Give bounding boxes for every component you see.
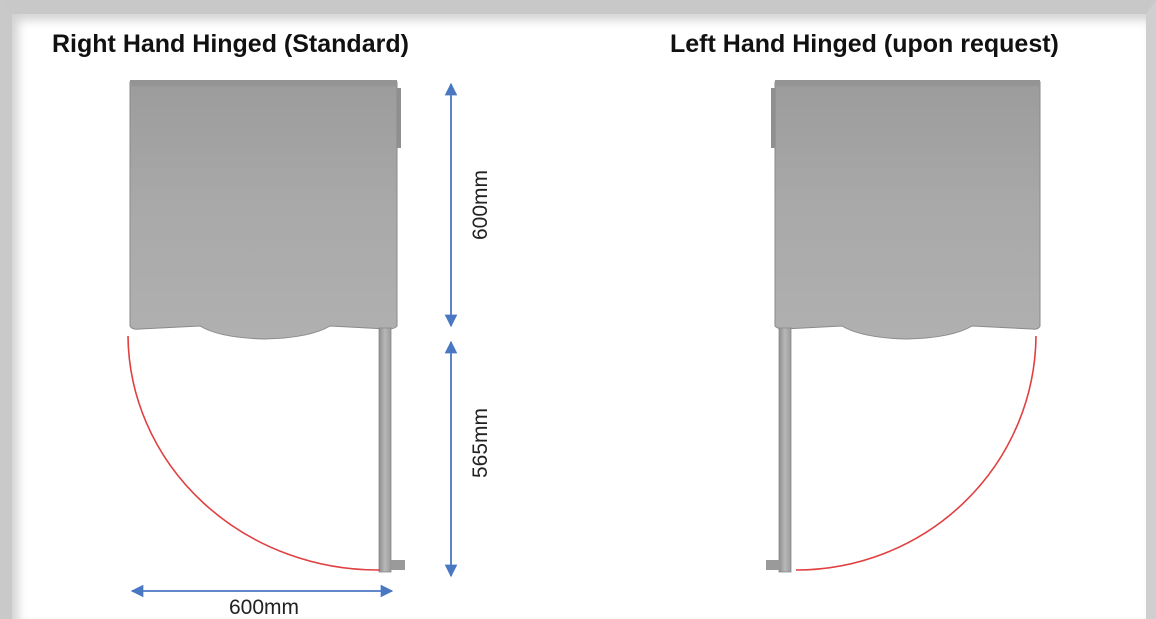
cabinet-body	[774, 81, 1041, 340]
right-hand-title: Right Hand Hinged (Standard)	[52, 30, 409, 58]
open-door	[378, 327, 392, 573]
open-door	[778, 327, 792, 573]
door-swing-arc	[795, 335, 1037, 571]
hinge-tab	[771, 88, 775, 148]
door-swing-arc	[127, 335, 381, 571]
hinge-tab	[397, 88, 401, 148]
left-hand-cabinet	[766, 80, 1041, 573]
door-foot	[391, 560, 405, 570]
cabinet-body	[129, 81, 398, 340]
door-foot	[766, 560, 780, 570]
left-hand-title: Left Hand Hinged (upon request)	[670, 30, 1059, 58]
right-hand-cabinet	[127, 80, 405, 573]
swing-depth-label: 565mm	[469, 408, 492, 478]
cabinet-depth-label: 600mm	[469, 170, 492, 240]
width-label: 600mm	[229, 596, 299, 619]
cabinet-top-rim	[775, 80, 1040, 86]
cabinet-top-rim	[130, 80, 397, 86]
